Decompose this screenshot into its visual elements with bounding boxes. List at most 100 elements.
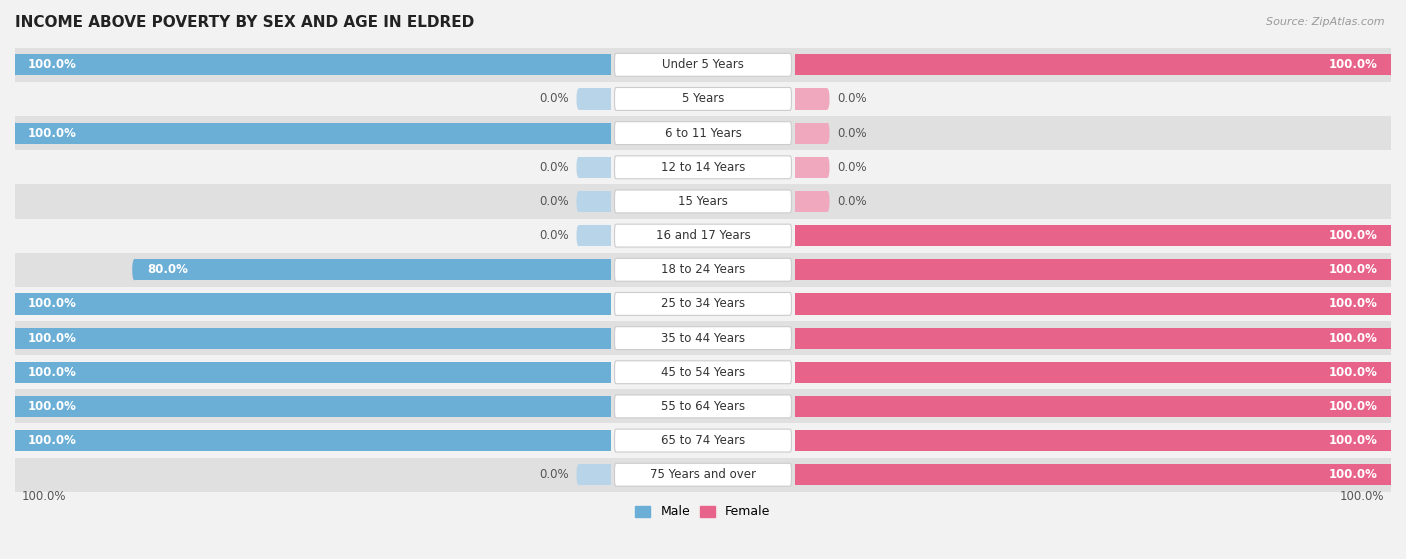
FancyBboxPatch shape bbox=[614, 395, 792, 418]
FancyBboxPatch shape bbox=[614, 361, 792, 383]
Text: 100.0%: 100.0% bbox=[1329, 263, 1378, 276]
Text: 100.0%: 100.0% bbox=[28, 58, 77, 72]
Bar bbox=[15, 430, 612, 451]
Text: 65 to 74 Years: 65 to 74 Years bbox=[661, 434, 745, 447]
Text: 80.0%: 80.0% bbox=[148, 263, 188, 276]
Bar bbox=[15, 389, 1391, 424]
Bar bbox=[794, 54, 1391, 75]
Bar bbox=[15, 219, 1391, 253]
Text: 100.0%: 100.0% bbox=[1329, 400, 1378, 413]
Legend: Male, Female: Male, Female bbox=[630, 500, 776, 523]
Circle shape bbox=[1389, 396, 1393, 417]
Text: 0.0%: 0.0% bbox=[538, 161, 568, 174]
Circle shape bbox=[13, 396, 17, 417]
Circle shape bbox=[825, 122, 830, 144]
Circle shape bbox=[825, 191, 830, 212]
Bar bbox=[15, 458, 1391, 492]
Circle shape bbox=[1389, 362, 1393, 383]
Bar bbox=[794, 362, 1391, 383]
Bar bbox=[15, 150, 1391, 184]
Bar bbox=[15, 321, 1391, 355]
FancyBboxPatch shape bbox=[614, 463, 792, 486]
Text: 100.0%: 100.0% bbox=[28, 127, 77, 140]
FancyBboxPatch shape bbox=[614, 53, 792, 76]
Circle shape bbox=[576, 88, 581, 110]
Circle shape bbox=[576, 157, 581, 178]
Text: 100.0%: 100.0% bbox=[28, 331, 77, 344]
FancyBboxPatch shape bbox=[614, 326, 792, 349]
Bar bbox=[794, 259, 1391, 281]
Circle shape bbox=[576, 464, 581, 485]
Bar bbox=[578, 88, 612, 110]
Text: 5 Years: 5 Years bbox=[682, 92, 724, 106]
FancyBboxPatch shape bbox=[614, 258, 792, 281]
Text: 100.0%: 100.0% bbox=[1340, 490, 1385, 504]
Bar bbox=[578, 191, 612, 212]
Bar bbox=[15, 396, 612, 417]
Circle shape bbox=[1389, 430, 1393, 451]
Circle shape bbox=[13, 293, 17, 315]
Text: 0.0%: 0.0% bbox=[838, 92, 868, 106]
Text: 45 to 54 Years: 45 to 54 Years bbox=[661, 366, 745, 379]
Bar bbox=[15, 355, 1391, 389]
Text: 100.0%: 100.0% bbox=[1329, 468, 1378, 481]
Bar bbox=[794, 293, 1391, 315]
Text: 100.0%: 100.0% bbox=[28, 434, 77, 447]
Bar bbox=[134, 259, 612, 281]
FancyBboxPatch shape bbox=[614, 190, 792, 213]
Text: 100.0%: 100.0% bbox=[28, 366, 77, 379]
Bar bbox=[578, 225, 612, 246]
FancyBboxPatch shape bbox=[614, 292, 792, 315]
Bar bbox=[15, 424, 1391, 458]
Bar bbox=[15, 184, 1391, 219]
Bar bbox=[794, 464, 1391, 485]
Circle shape bbox=[1389, 54, 1393, 75]
Text: 15 Years: 15 Years bbox=[678, 195, 728, 208]
Bar bbox=[794, 396, 1391, 417]
Bar bbox=[15, 82, 1391, 116]
FancyBboxPatch shape bbox=[614, 429, 792, 452]
Circle shape bbox=[1389, 259, 1393, 281]
Text: 6 to 11 Years: 6 to 11 Years bbox=[665, 127, 741, 140]
Bar bbox=[15, 362, 612, 383]
Text: 0.0%: 0.0% bbox=[838, 161, 868, 174]
Circle shape bbox=[1389, 464, 1393, 485]
Bar bbox=[15, 287, 1391, 321]
Circle shape bbox=[13, 122, 17, 144]
Text: 0.0%: 0.0% bbox=[538, 195, 568, 208]
Bar bbox=[15, 54, 612, 75]
Text: 16 and 17 Years: 16 and 17 Years bbox=[655, 229, 751, 242]
Text: 75 Years and over: 75 Years and over bbox=[650, 468, 756, 481]
Circle shape bbox=[13, 430, 17, 451]
Circle shape bbox=[1389, 293, 1393, 315]
FancyBboxPatch shape bbox=[614, 224, 792, 247]
Text: 35 to 44 Years: 35 to 44 Years bbox=[661, 331, 745, 344]
Circle shape bbox=[132, 259, 136, 281]
Text: 18 to 24 Years: 18 to 24 Years bbox=[661, 263, 745, 276]
Bar bbox=[15, 253, 1391, 287]
FancyBboxPatch shape bbox=[614, 122, 792, 145]
Circle shape bbox=[1389, 328, 1393, 349]
Bar bbox=[15, 293, 612, 315]
Text: 100.0%: 100.0% bbox=[1329, 331, 1378, 344]
Circle shape bbox=[825, 88, 830, 110]
Bar bbox=[794, 225, 1391, 246]
Text: Source: ZipAtlas.com: Source: ZipAtlas.com bbox=[1267, 17, 1385, 27]
Text: INCOME ABOVE POVERTY BY SEX AND AGE IN ELDRED: INCOME ABOVE POVERTY BY SEX AND AGE IN E… bbox=[15, 15, 474, 30]
Bar bbox=[15, 328, 612, 349]
Bar bbox=[578, 464, 612, 485]
Circle shape bbox=[13, 362, 17, 383]
FancyBboxPatch shape bbox=[614, 88, 792, 111]
Circle shape bbox=[576, 191, 581, 212]
Text: 100.0%: 100.0% bbox=[28, 400, 77, 413]
Text: 0.0%: 0.0% bbox=[838, 195, 868, 208]
Bar bbox=[15, 122, 612, 144]
Bar bbox=[578, 157, 612, 178]
Circle shape bbox=[13, 54, 17, 75]
Bar bbox=[794, 122, 828, 144]
Text: 0.0%: 0.0% bbox=[538, 229, 568, 242]
Text: 100.0%: 100.0% bbox=[1329, 366, 1378, 379]
Circle shape bbox=[1389, 225, 1393, 246]
Bar bbox=[794, 157, 828, 178]
Bar bbox=[794, 430, 1391, 451]
